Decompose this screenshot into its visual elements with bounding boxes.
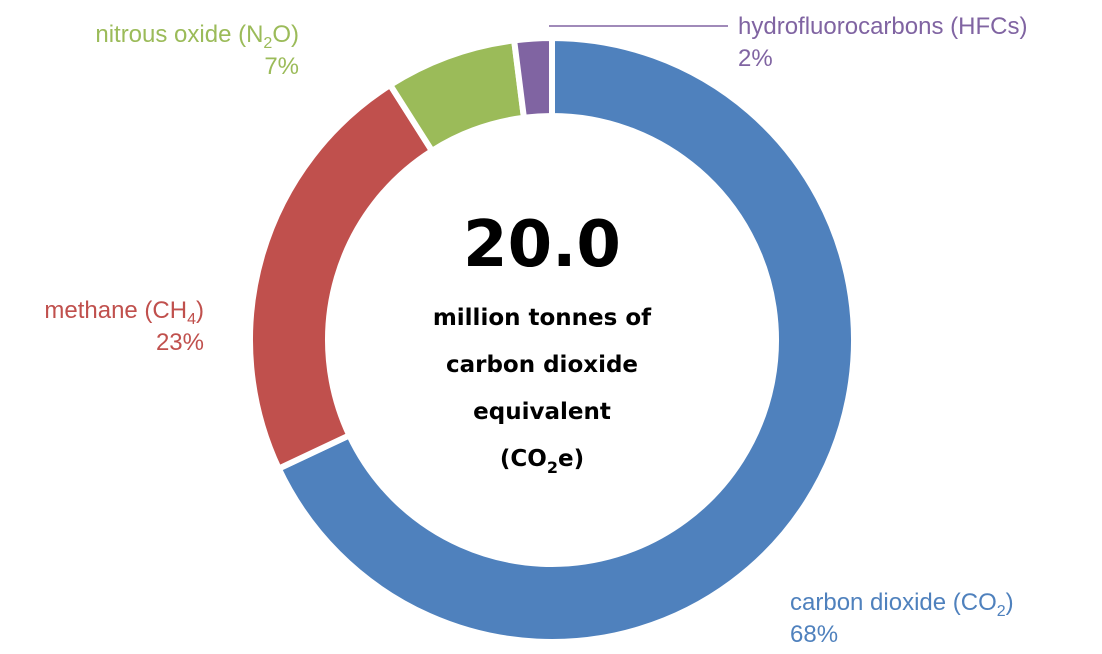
slice-label-nitrous-oxide: nitrous oxide (N2O) (95, 21, 299, 52)
slice-pct-methane: 23% (156, 329, 204, 356)
slice-hfcs (510, 34, 555, 122)
center-line-1: million tonnes of (433, 305, 652, 331)
slice-label-methane: methane (CH4) (44, 297, 204, 328)
center-line-2: carbon dioxide (446, 352, 638, 378)
donut-slices (247, 34, 857, 645)
slice-pct-hfcs: 2% (738, 45, 773, 72)
slice-label-carbon-dioxide: carbon dioxide (CO2) (790, 589, 1014, 620)
center-unit: (CO2e) (500, 446, 584, 477)
slice-pct-nitrous-oxide: 7% (264, 53, 299, 80)
center-line-3: equivalent (473, 399, 611, 425)
slice-pct-carbon-dioxide: 68% (790, 621, 838, 648)
slice-label-hfcs: hydrofluorocarbons (HFCs) (738, 13, 1027, 40)
slice-methane (247, 80, 437, 473)
center-total-value: 20.0 (463, 208, 621, 282)
slice-carbon-dioxide (274, 34, 857, 645)
